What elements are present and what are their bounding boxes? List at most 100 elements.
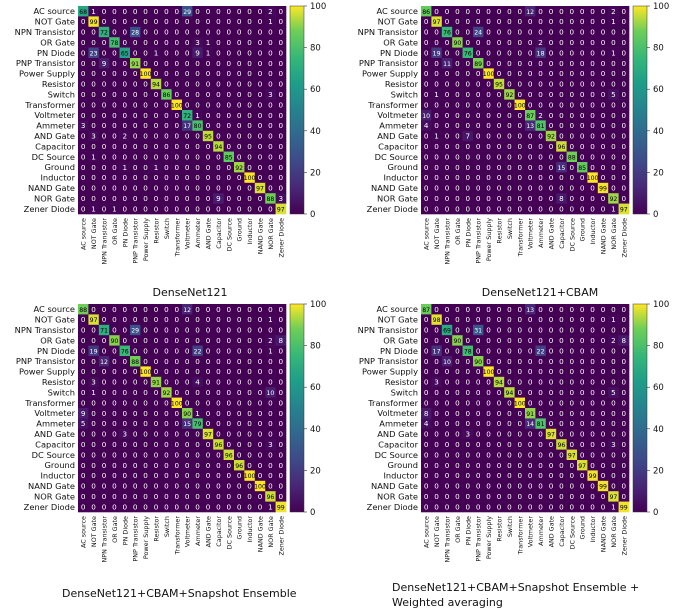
cell-value-label: 28 (131, 30, 139, 37)
cell-value-label: 0 (175, 346, 180, 355)
cell-value-label: 99 (589, 473, 597, 480)
heatmap-cell (483, 501, 495, 513)
cell-value-label: 0 (601, 326, 606, 335)
cell-value-label: 0 (258, 194, 263, 203)
cell-value-label: 0 (247, 152, 252, 161)
cell-value-label: 0 (227, 398, 232, 407)
heatmap-cell (223, 449, 235, 461)
cell-value-label: 0 (175, 28, 180, 37)
cell-value-label: 0 (549, 194, 554, 203)
heatmap-cell (462, 6, 474, 17)
cell-value-label: 0 (497, 48, 502, 57)
cell-value-label: 0 (580, 315, 585, 324)
cell-value-label: 0 (466, 357, 471, 366)
cell-value-label: 89 (474, 61, 482, 68)
cell-value-label: 0 (102, 336, 107, 345)
heatmap-cell (109, 37, 120, 48)
cell-value-label: 0 (195, 100, 200, 109)
heatmap-cell (493, 439, 505, 450)
cell-value-label: 0 (102, 430, 107, 439)
cell-value-label: 0 (195, 315, 200, 324)
cell-value-label: 0 (164, 59, 169, 68)
cell-value-label: 0 (455, 378, 460, 387)
cell-value-label: 14 (526, 421, 534, 428)
cell-value-label: 0 (434, 336, 439, 345)
heatmap-cell (535, 397, 547, 409)
cell-value-label: 0 (81, 90, 86, 99)
cell-value-label: 0 (445, 100, 450, 109)
heatmap-cell (98, 439, 110, 450)
heatmap-cell (556, 304, 567, 315)
heatmap-cell (213, 68, 224, 80)
heatmap-cell (452, 418, 463, 430)
cell-value-label: 0 (590, 163, 595, 172)
heatmap-cell (441, 314, 453, 326)
cell-value-label: 97 (256, 186, 264, 193)
cell-value-label: 0 (216, 48, 221, 57)
heatmap-cell (608, 120, 619, 132)
cell-value-label: 10 (422, 113, 430, 120)
cell-value-label: 0 (570, 398, 575, 407)
cell-value-label: 0 (486, 305, 491, 314)
heatmap-cell (88, 193, 100, 204)
y-tick-label: NOT Gate (35, 17, 75, 27)
heatmap-cell (483, 110, 495, 121)
heatmap-cell (88, 408, 100, 419)
heatmap-cell (78, 110, 89, 121)
heatmap-cell (223, 37, 235, 48)
cell-value-label: 0 (206, 59, 211, 68)
heatmap-cell (78, 376, 89, 388)
cell-value-label: 0 (175, 121, 180, 130)
cell-value-label: 0 (486, 409, 491, 418)
heatmap-cell (462, 58, 474, 69)
cell-value-label: 0 (486, 59, 491, 68)
heatmap-cell (223, 366, 235, 378)
heatmap-cell (587, 16, 599, 28)
heatmap-cell (525, 397, 536, 409)
cell-value-label: 0 (143, 492, 148, 501)
heatmap-cell (150, 78, 162, 90)
heatmap-cell (525, 141, 536, 152)
cell-value-label: 0 (227, 305, 232, 314)
cell-value-label: 0 (91, 326, 96, 335)
heatmap-cell (525, 120, 536, 132)
cell-value-label: 0 (507, 482, 512, 491)
cell-value-label: 0 (81, 17, 86, 26)
heatmap-cell (421, 99, 432, 111)
cell-value-label: 0 (497, 204, 502, 213)
heatmap-cell (441, 141, 453, 152)
heatmap-cell (161, 68, 172, 80)
heatmap-cell (150, 37, 162, 48)
cell-value-label: 0 (601, 398, 606, 407)
heatmap-cell (275, 491, 287, 502)
heatmap-cell (441, 162, 453, 173)
cell-value-label: 15 (557, 165, 565, 172)
y-tick-label: NOT Gate (378, 315, 418, 325)
cell-value-label: 0 (497, 7, 502, 16)
heatmap-cell (150, 491, 162, 502)
cell-value-label: 0 (227, 132, 232, 141)
heatmap-cell (483, 26, 495, 38)
heatmap-cell (161, 408, 172, 419)
cell-value-label: 0 (538, 204, 543, 213)
heatmap-cell (525, 16, 536, 28)
cell-value-label: 24 (474, 30, 482, 37)
y-tick-label: AC source (376, 304, 418, 314)
cell-value-label: 0 (518, 367, 523, 376)
heatmap-cell (504, 110, 515, 121)
heatmap-cell (618, 99, 630, 111)
heatmap-cell (98, 130, 110, 142)
cell-value-label: 0 (164, 111, 169, 120)
heatmap-cell (244, 501, 256, 513)
heatmap-cell (140, 26, 152, 38)
cell-value-label: 0 (154, 7, 159, 16)
heatmap-cell (608, 491, 619, 502)
colorbar (289, 303, 305, 513)
heatmap-cell (431, 193, 443, 204)
cell-value-label: 2 (538, 111, 543, 120)
heatmap-cell (275, 78, 287, 90)
cell-value-label: 0 (580, 7, 585, 16)
cell-value-label: 85 (578, 165, 586, 172)
heatmap-cell (140, 162, 152, 173)
cell-value-label: 0 (445, 173, 450, 182)
